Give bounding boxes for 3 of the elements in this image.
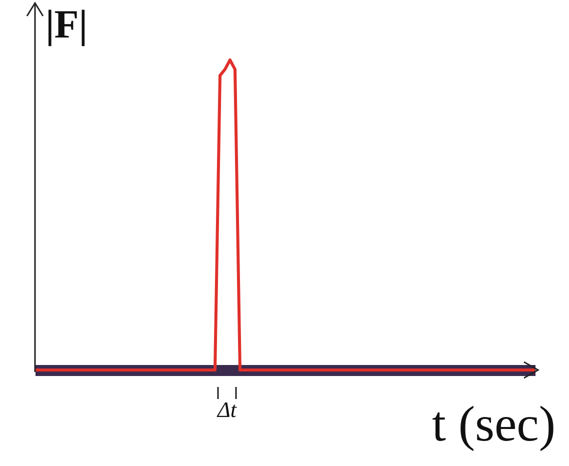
text: Δt: [216, 397, 238, 422]
x-axis-title: t (sec): [432, 396, 556, 452]
y-axis-title: |F|: [46, 2, 88, 46]
